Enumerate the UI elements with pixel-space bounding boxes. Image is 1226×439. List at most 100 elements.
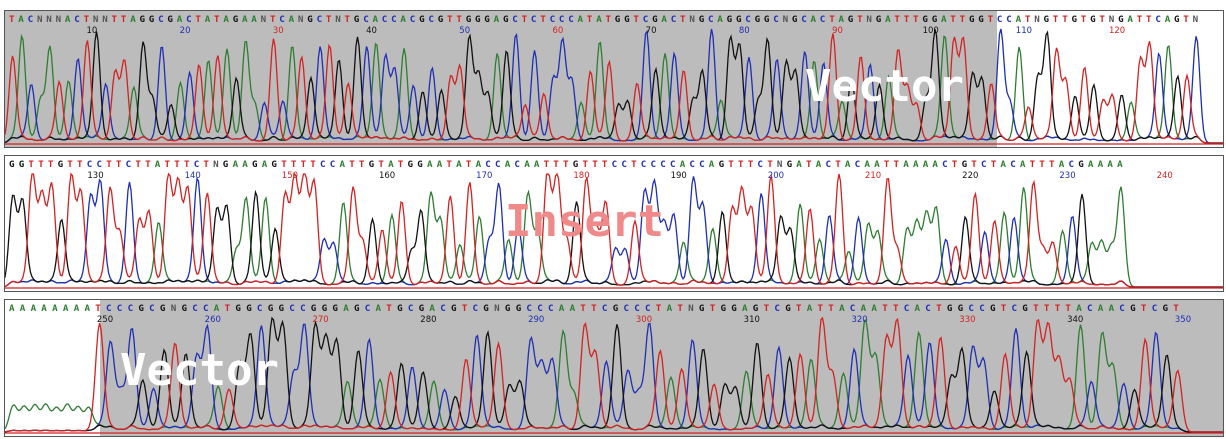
base-call: T	[116, 159, 122, 170]
base-call: T	[829, 14, 835, 25]
base-call: C	[106, 303, 112, 314]
base-call: T	[583, 159, 589, 170]
base-call: A	[864, 159, 870, 170]
base-call: T	[522, 14, 528, 25]
vector-label-2: Vector	[120, 345, 279, 396]
position-number: 180	[573, 171, 589, 181]
base-call: C	[428, 14, 434, 25]
base-call: T	[818, 303, 824, 314]
position-number: 100	[923, 26, 939, 36]
base-call: A	[85, 303, 91, 314]
base-call: A	[1109, 303, 1115, 314]
base-call: A	[340, 159, 346, 170]
base-call: A	[74, 303, 80, 314]
trace-t	[5, 172, 1223, 288]
base-call: G	[322, 303, 328, 314]
base-call: C	[330, 159, 336, 170]
base-call: N	[688, 303, 694, 314]
base-call: T	[1141, 303, 1147, 314]
base-call: G	[451, 303, 457, 314]
base-call: T	[38, 159, 44, 170]
base-call: A	[885, 14, 891, 25]
position-number: 160	[379, 171, 395, 181]
base-call: A	[476, 159, 482, 170]
base-call: A	[456, 159, 462, 170]
base-call: C	[801, 14, 807, 25]
base-call: T	[9, 14, 15, 25]
position-number: 250	[97, 315, 113, 325]
base-call: A	[205, 14, 211, 25]
base-call: G	[9, 159, 15, 170]
position-number: 280	[420, 315, 436, 325]
base-call: T	[1030, 159, 1036, 170]
base-call: C	[531, 14, 537, 25]
base-call: T	[971, 159, 977, 170]
position-number: 320	[851, 315, 867, 325]
base-call: N	[1193, 14, 1199, 25]
base-call: T	[28, 159, 34, 170]
base-call: A	[680, 159, 686, 170]
base-call: C	[660, 159, 666, 170]
base-call: T	[1065, 303, 1071, 314]
base-call: T	[602, 159, 608, 170]
position-number: 260	[205, 315, 221, 325]
base-call: T	[121, 14, 127, 25]
base-call: C	[512, 14, 518, 25]
base-call: A	[1165, 14, 1171, 25]
base-call: N	[171, 303, 177, 314]
base-call: A	[839, 303, 845, 314]
base-call: G	[962, 159, 968, 170]
base-call: G	[764, 14, 770, 25]
position-number: 130	[87, 171, 103, 181]
base-call: C	[641, 159, 647, 170]
base-call: A	[1059, 159, 1065, 170]
base-call: A	[559, 303, 565, 314]
base-call: C	[97, 159, 103, 170]
base-call: T	[680, 14, 686, 25]
base-call: T	[1053, 14, 1059, 25]
base-call: T	[728, 159, 734, 170]
base-call: C	[612, 159, 618, 170]
position-number: 310	[744, 315, 760, 325]
base-call: T	[1001, 303, 1007, 314]
base-call: T	[281, 159, 287, 170]
base-call: N	[1034, 14, 1040, 25]
base-call: A	[871, 303, 877, 314]
base-call: T	[988, 14, 994, 25]
base-call: G	[1090, 14, 1096, 25]
base-call: A	[63, 303, 69, 314]
base-call: C	[537, 303, 543, 314]
base-call: A	[437, 159, 443, 170]
base-call: T	[1033, 303, 1039, 314]
position-number: 150	[282, 171, 298, 181]
base-call: C	[997, 14, 1003, 25]
base-call: C	[850, 303, 856, 314]
base-call: G	[624, 14, 630, 25]
base-call: A	[251, 14, 257, 25]
base-call: G	[149, 14, 155, 25]
position-number: 230	[1059, 171, 1075, 181]
base-call: N	[102, 14, 108, 25]
base-call: A	[903, 159, 909, 170]
base-call: C	[708, 14, 714, 25]
base-call: C	[192, 303, 198, 314]
base-call: A	[923, 159, 929, 170]
base-call: G	[354, 14, 360, 25]
base-call: C	[643, 14, 649, 25]
base-call: C	[514, 159, 520, 170]
base-call: G	[652, 14, 658, 25]
base-call: T	[767, 159, 773, 170]
base-call: A	[494, 14, 500, 25]
base-call: C	[495, 159, 501, 170]
base-call: G	[419, 14, 425, 25]
base-call: N	[1109, 14, 1115, 25]
base-call: G	[311, 303, 317, 314]
base-call: T	[882, 303, 888, 314]
base-call: A	[31, 303, 37, 314]
base-call: G	[408, 159, 414, 170]
base-call: G	[573, 159, 579, 170]
base-call: C	[745, 14, 751, 25]
base-call: G	[990, 303, 996, 314]
